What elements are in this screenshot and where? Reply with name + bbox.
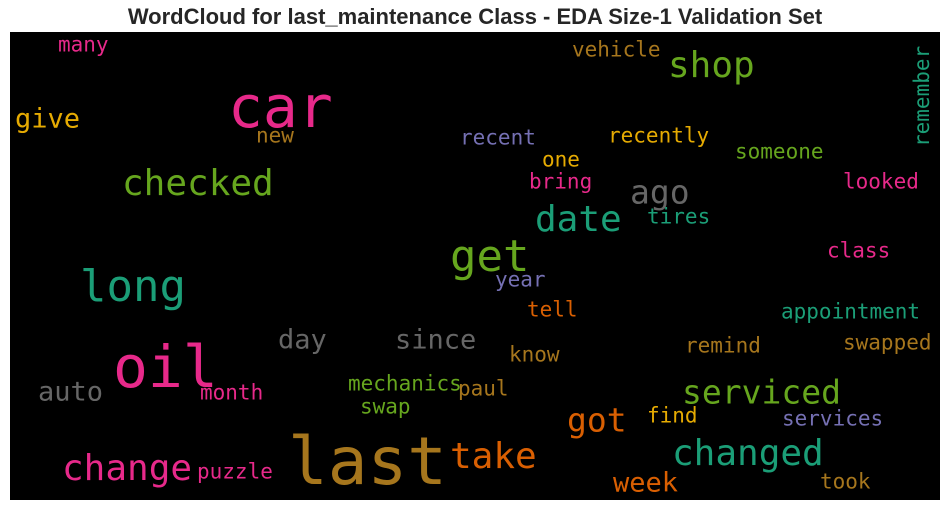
word-ago: ago xyxy=(630,172,690,212)
word-vehicle: vehicle xyxy=(572,37,661,62)
word-changed: changed xyxy=(672,433,824,474)
word-cloud-canvas: last car oil get long checked change changed dat… xyxy=(10,32,940,500)
word-paul: paul xyxy=(458,376,509,401)
word-one: one xyxy=(542,147,580,172)
word-swapped: swapped xyxy=(843,330,932,355)
word-serviced: serviced xyxy=(682,372,841,412)
word-day: day xyxy=(278,324,327,356)
chart-title: WordCloud for last_maintenance Class - E… xyxy=(127,4,823,29)
word-week: week xyxy=(613,467,679,499)
word-new: new xyxy=(256,123,294,148)
word-someone: someone xyxy=(735,139,824,164)
word-shop: shop xyxy=(668,45,755,86)
word-get: get xyxy=(450,231,530,282)
word-appointment: appointment xyxy=(781,299,921,324)
word-take: take xyxy=(450,436,537,477)
word-class: class xyxy=(827,238,891,263)
word-long: long xyxy=(80,261,186,312)
word-give: give xyxy=(15,103,81,135)
word-swap: swap xyxy=(360,394,411,419)
word-month: month xyxy=(200,380,264,405)
word-remind: remind xyxy=(685,333,761,358)
word-recent: recent xyxy=(460,125,536,150)
word-remember: remember xyxy=(910,45,934,147)
word-year: year xyxy=(495,267,546,292)
word-looked: looked xyxy=(843,169,919,194)
word-date: date xyxy=(535,199,622,240)
word-last: last xyxy=(288,423,447,500)
word-many: many xyxy=(58,32,109,57)
word-services: services xyxy=(782,406,884,431)
word-mechanics: mechanics xyxy=(348,371,462,396)
word-find: find xyxy=(647,403,698,428)
word-took: took xyxy=(820,469,871,494)
word-change: change xyxy=(62,448,193,489)
word-since: since xyxy=(395,324,477,356)
word-auto: auto xyxy=(38,376,104,408)
word-checked: checked xyxy=(122,163,274,204)
word-know: know xyxy=(509,342,560,367)
word-bring: bring xyxy=(529,169,593,194)
word-got: got xyxy=(567,400,627,440)
word-tell: tell xyxy=(527,297,578,322)
word-car: car xyxy=(228,73,333,141)
word-recently: recently xyxy=(608,123,710,148)
word-oil: oil xyxy=(113,333,218,401)
word-tires: tires xyxy=(647,204,711,229)
word-puzzle: puzzle xyxy=(197,459,273,484)
